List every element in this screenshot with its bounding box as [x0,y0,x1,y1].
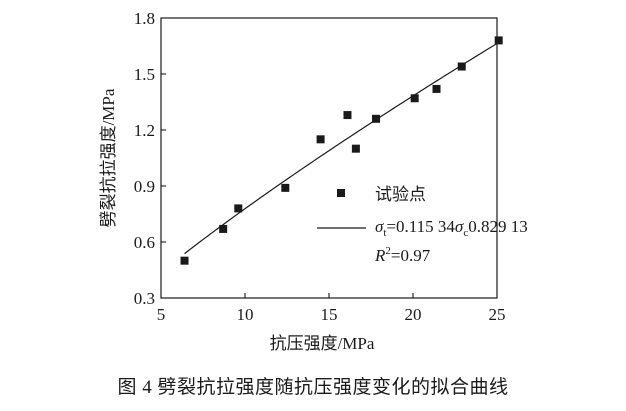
data-point [372,114,381,123]
legend-fit-label: σt=0.115 34σc0.829 13 [375,217,528,239]
data-point [234,204,243,213]
data-point [180,256,189,265]
y-tick-label: 0.9 [134,177,155,196]
data-point [281,183,290,192]
plot-frame [160,17,498,299]
scatter-points [180,36,503,265]
data-point [410,94,419,103]
x-tick-label: 25 [489,305,506,324]
legend: 试验点 σt=0.115 34σc0.829 13 R2=0.97 [317,185,528,265]
y-tick-label: 1.8 [134,9,155,28]
data-point [351,144,360,153]
data-point [432,84,441,93]
y-tick-label: 0.3 [134,289,155,308]
data-point [457,62,466,71]
x-tick-label: 15 [321,305,338,324]
y-tick-label: 1.2 [134,121,155,140]
data-point [494,36,503,45]
data-point [316,135,325,144]
legend-r2-label: R2=0.97 [374,245,431,265]
x-axis-ticks: 5 10 15 20 25 [157,293,506,324]
x-axis-title: 抗压强度/MPa [270,334,375,353]
y-tick-label: 0.6 [134,233,155,252]
data-point [219,224,228,233]
x-tick-label: 5 [157,305,166,324]
data-point [343,111,352,120]
x-tick-label: 20 [405,305,422,324]
fit-curve [184,41,499,255]
legend-marker-label: 试验点 [375,185,426,204]
legend-marker-icon [337,189,345,197]
x-tick-label: 10 [237,305,254,324]
y-axis-title: 劈裂抗拉强度/MPa [99,88,118,227]
y-axis-ticks: 0.3 0.6 0.9 1.2 1.5 1.8 [134,9,166,308]
figure-caption: 图 4 劈裂抗拉强度随抗压强度变化的拟合曲线 [117,376,508,398]
y-tick-label: 1.5 [134,65,155,84]
